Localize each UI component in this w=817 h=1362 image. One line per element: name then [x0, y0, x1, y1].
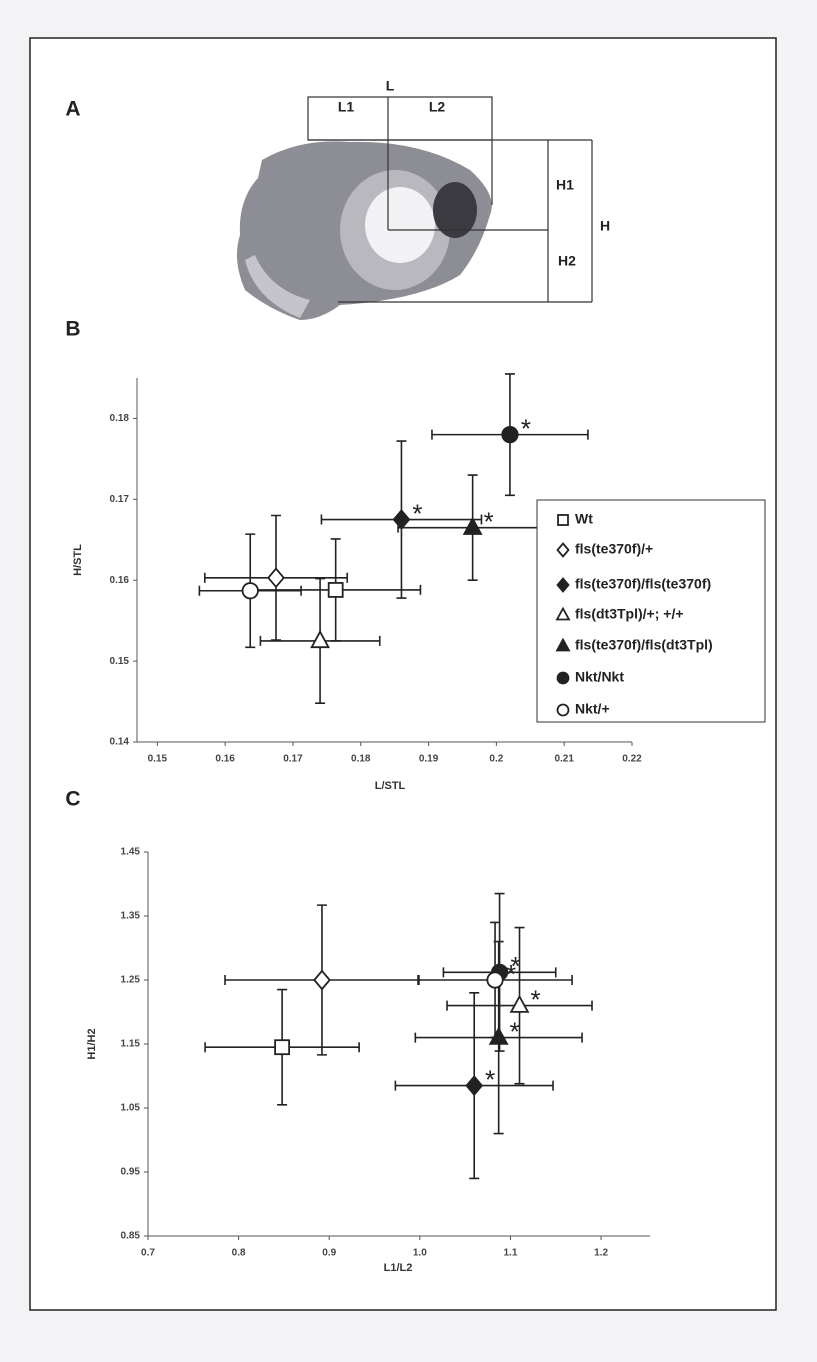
annotation: *: [484, 507, 494, 537]
panel-a: A L L1 L2 H1 H2 H: [65, 78, 610, 320]
y-tick-label: 1.45: [121, 847, 141, 858]
x-tick-label: 0.9: [322, 1248, 336, 1259]
x-tick-label: 1.1: [504, 1248, 518, 1259]
marker: [267, 567, 285, 589]
x-tick-label: 0.7: [141, 1248, 155, 1259]
x-tick-label: 0.21: [554, 754, 574, 765]
annotation: *: [485, 1064, 495, 1094]
marker: [327, 582, 344, 598]
marker: [557, 514, 569, 526]
y-tick-label: 1.25: [121, 975, 141, 986]
annotation: *: [511, 951, 521, 981]
panel-label: B: [65, 318, 80, 341]
dark-region: [433, 182, 477, 238]
legend-label: fls(te370f)/fls(dt3Tpl): [575, 637, 713, 653]
marker: [556, 577, 570, 593]
x-tick-label: 0.15: [148, 754, 168, 765]
x-tick-label: 0.18: [351, 754, 371, 765]
dim-label: H2: [558, 253, 576, 269]
y-axis-label: H/STL: [72, 544, 84, 576]
y-tick-label: 1.15: [121, 1039, 141, 1050]
marker: [310, 629, 330, 649]
legend-label: Nkt/+: [575, 701, 610, 717]
x-tick-label: 0.19: [419, 754, 439, 765]
annotation: *: [521, 413, 531, 443]
annotation: *: [412, 498, 422, 528]
dim-label: L1: [338, 99, 355, 115]
y-tick-label: 1.05: [121, 1103, 141, 1114]
legend-label: fls(te370f)/fls(te370f): [575, 576, 711, 592]
y-tick-label: 0.18: [110, 413, 130, 424]
marker: [501, 426, 519, 444]
x-tick-label: 0.22: [622, 754, 642, 765]
legend-label: Nkt/Nkt: [575, 669, 624, 685]
x-tick-label: 0.8: [232, 1248, 246, 1259]
marker: [392, 509, 411, 531]
marker: [462, 516, 483, 535]
marker: [556, 542, 570, 558]
x-tick-label: 0.2: [489, 754, 503, 765]
marker: [486, 971, 504, 989]
marker: [465, 1075, 484, 1097]
x-tick-label: 0.16: [215, 754, 235, 765]
marker: [509, 994, 530, 1013]
y-tick-label: 0.16: [110, 575, 130, 586]
y-tick-label: 1.35: [121, 911, 141, 922]
annotation: *: [506, 959, 516, 989]
y-axis-label: H1/H2: [86, 1028, 98, 1059]
marker: [555, 606, 571, 621]
y-tick-label: 0.17: [110, 494, 130, 505]
legend-label: fls(te370f)/+: [575, 541, 653, 557]
x-axis-label: L1/L2: [384, 1262, 413, 1274]
legend-label: Wt: [575, 511, 593, 527]
dim-label: L: [386, 78, 395, 94]
legend: [536, 499, 766, 723]
x-tick-label: 1.2: [594, 1248, 608, 1259]
marker: [556, 703, 570, 717]
y-tick-label: 0.15: [110, 656, 130, 667]
dim-label: L2: [429, 99, 446, 115]
jaw: [245, 255, 310, 318]
marker: [241, 582, 259, 600]
dim-label: H1: [556, 177, 574, 193]
marker: [274, 1039, 291, 1056]
legend-label: fls(dt3Tpl)/+; +/+: [575, 606, 684, 622]
panel-label: C: [65, 788, 80, 811]
x-axis-label: L/STL: [375, 780, 406, 792]
x-tick-label: 1.0: [413, 1248, 427, 1259]
y-tick-label: 0.95: [121, 1167, 141, 1178]
x-tick-label: 0.17: [283, 754, 303, 765]
dim-label: H: [600, 218, 610, 234]
marker: [556, 671, 570, 685]
marker: [313, 969, 331, 991]
y-tick-label: 0.14: [110, 737, 130, 748]
panel-label: A: [65, 98, 80, 121]
eye-region: [365, 187, 435, 263]
y-tick-label: 0.85: [121, 1231, 141, 1242]
annotation: *: [530, 984, 540, 1014]
marker: [555, 637, 571, 652]
annotation: *: [510, 1016, 520, 1046]
